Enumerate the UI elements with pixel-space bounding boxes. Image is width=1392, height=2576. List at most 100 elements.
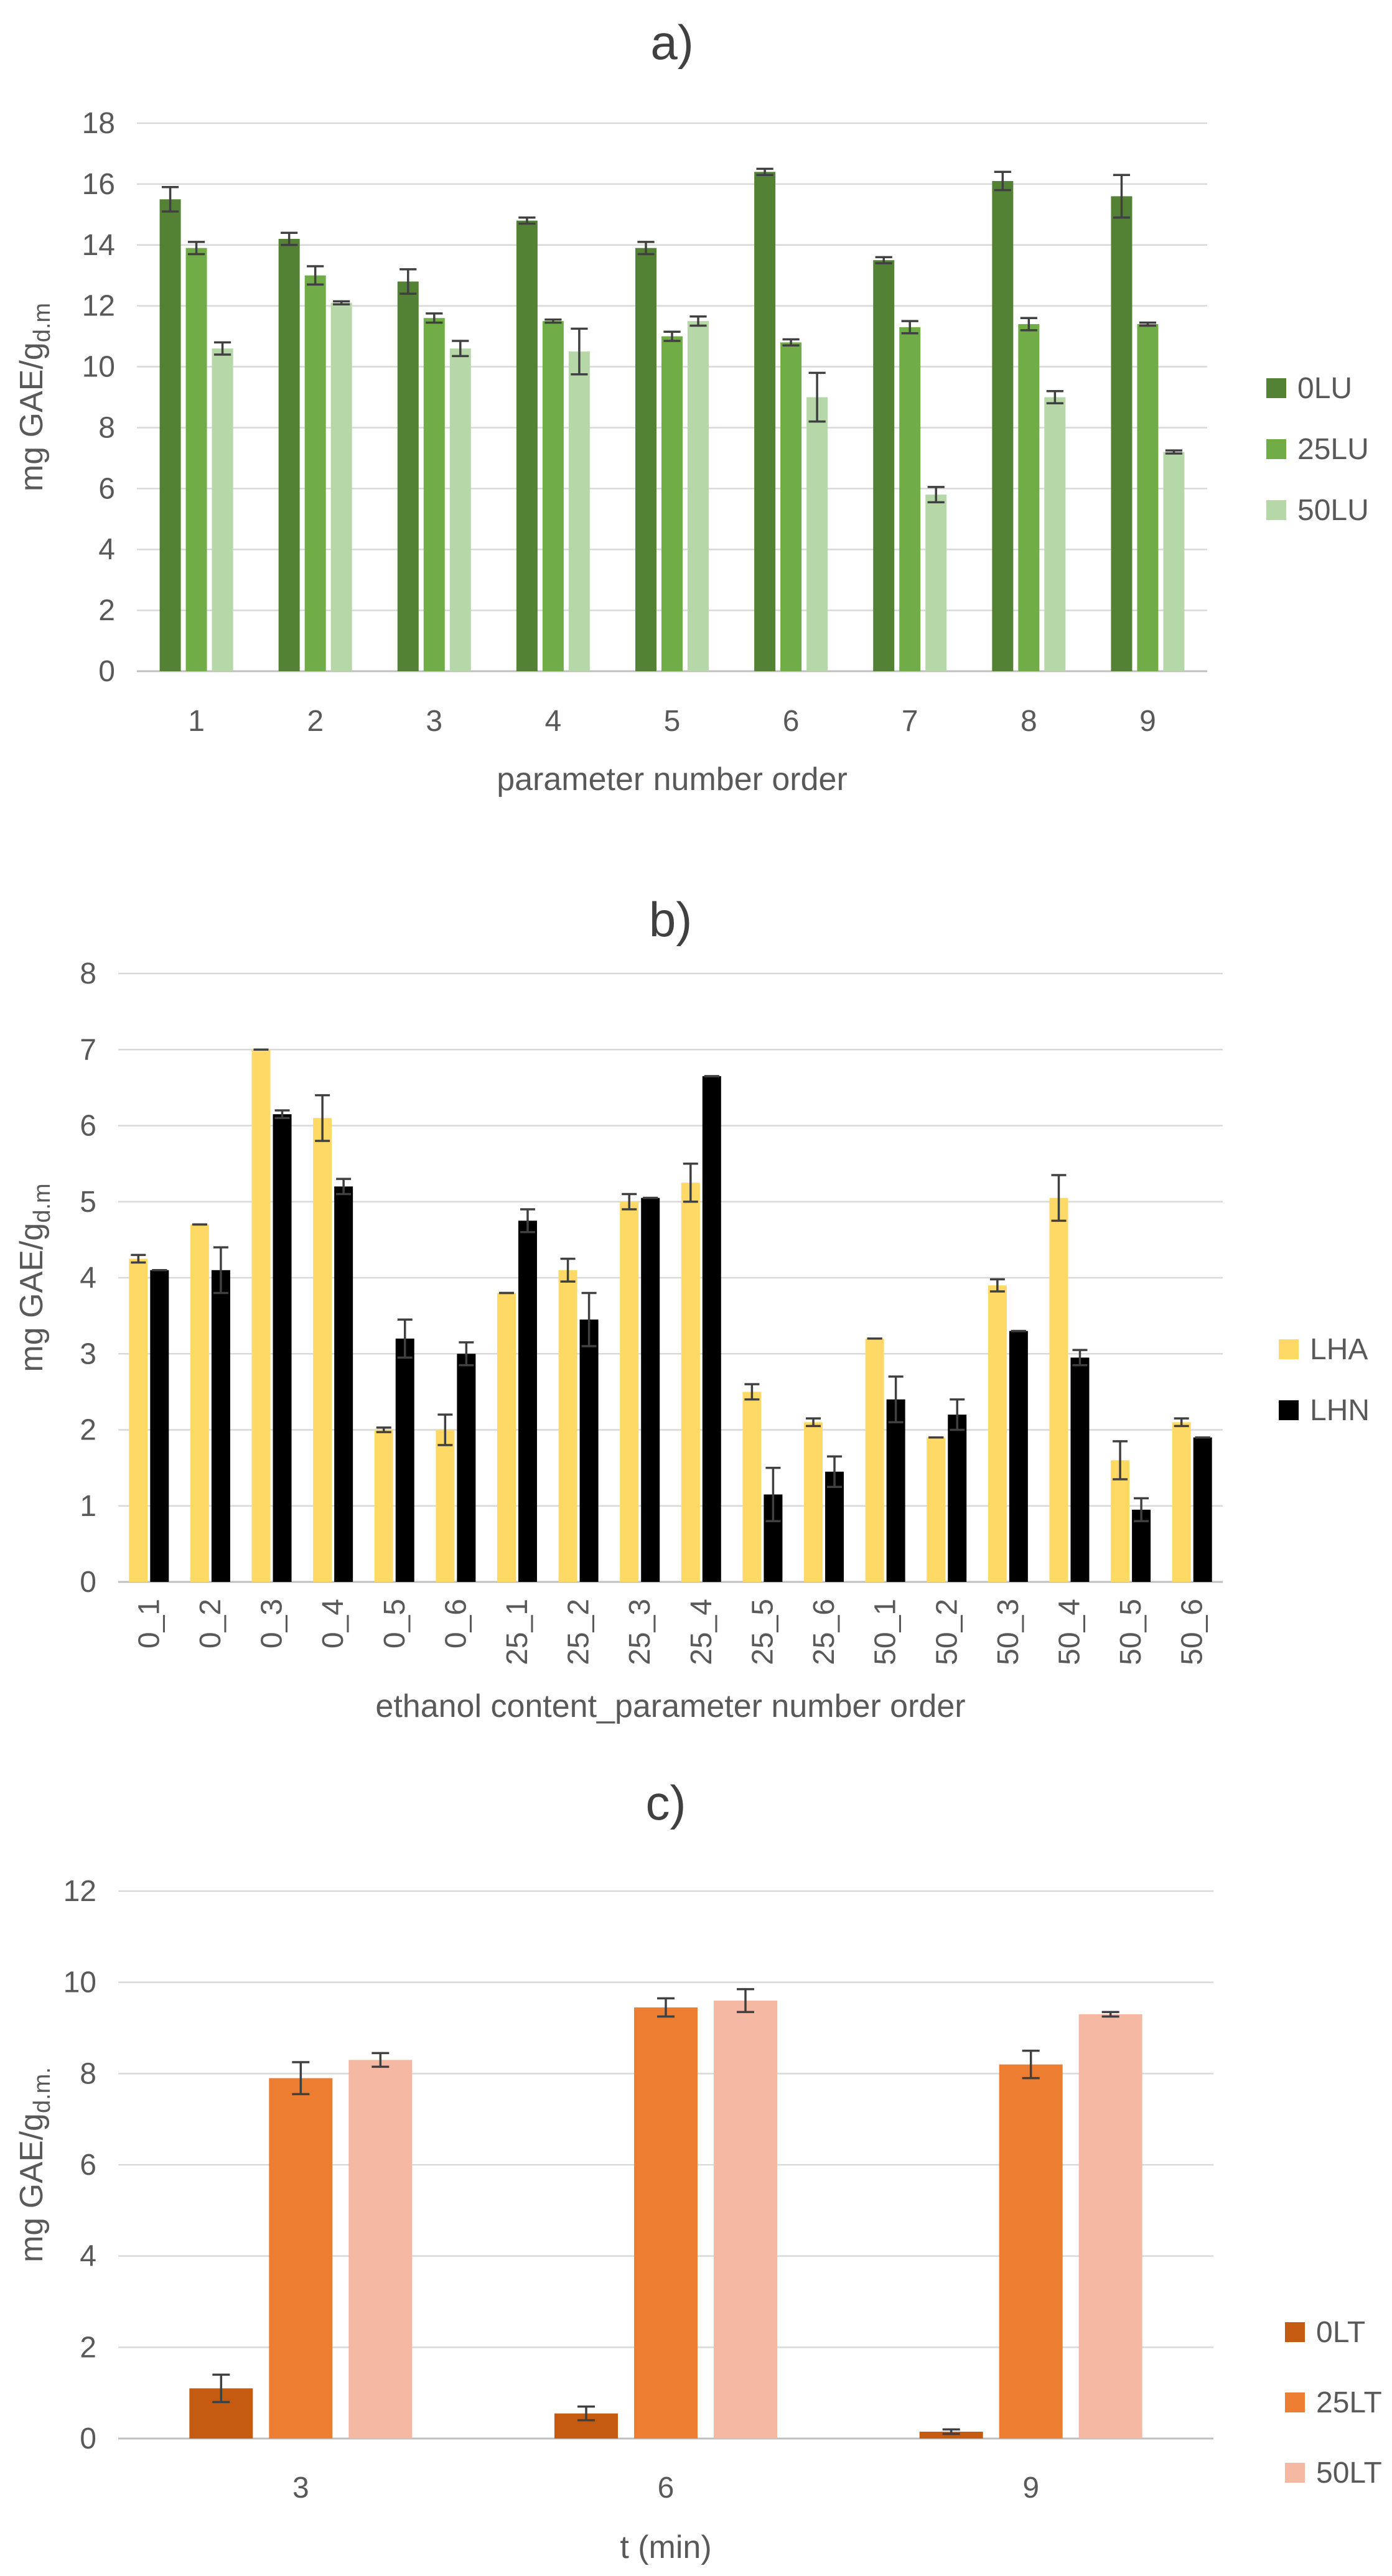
bar-LHN-0_3 [273, 1114, 292, 1582]
bar-LHA-25_4 [681, 1183, 700, 1582]
y-axis-title-subscript: d.m. [29, 2067, 55, 2113]
y-tick-label: 2 [80, 2331, 96, 2364]
bar-0LU-5 [635, 248, 656, 671]
x-tick-label: 0_6 [439, 1599, 472, 1648]
x-tick-label: 0_5 [378, 1599, 411, 1648]
y-axis-title-subscript: d.m [29, 1183, 55, 1222]
bar-LHA-0_2 [190, 1224, 209, 1582]
legend-label-25LT: 25LT [1316, 2386, 1382, 2419]
bar-LHN-0_4 [334, 1186, 353, 1582]
bar-LHN-25_3 [641, 1197, 660, 1582]
bar-LHN-50_3 [1009, 1331, 1028, 1582]
bar-LHA-50_3 [988, 1285, 1007, 1582]
bar-LHN-25_2 [579, 1319, 599, 1582]
y-tick-label: 6 [80, 2149, 96, 2182]
bar-0LU-6 [754, 172, 776, 671]
bar-LHA-50_5 [1111, 1460, 1130, 1582]
bar-25LU-7 [899, 327, 921, 671]
x-axis-title: ethanol content_parameter number order [375, 1688, 965, 1724]
x-axis-title: parameter number order [497, 761, 848, 797]
x-tick-label: 25_2 [563, 1599, 596, 1665]
x-tick-label: 2 [307, 705, 324, 738]
y-tick-label: 6 [80, 1110, 96, 1143]
bar-LHA-50_6 [1172, 1422, 1191, 1582]
bar-50LT-6 [714, 2001, 777, 2439]
x-tick-label: 50_1 [869, 1599, 902, 1665]
x-tick-label: 6 [783, 705, 800, 738]
y-axis-title: mg GAE/gd.m [14, 303, 55, 491]
x-tick-label: 9 [1022, 2471, 1039, 2504]
x-tick-label: 6 [658, 2471, 675, 2504]
y-tick-label: 8 [80, 957, 96, 990]
x-tick-label: 3 [292, 2471, 309, 2504]
x-tick-label: 50_6 [1176, 1599, 1209, 1665]
bar-25LU-9 [1137, 324, 1159, 671]
x-tick-label: 5 [664, 705, 681, 738]
y-axis-title: mg GAE/gd.m [14, 1183, 55, 1372]
bar-LHA-0_1 [129, 1258, 148, 1582]
y-tick-label: 1 [80, 1490, 96, 1523]
legend-swatch-0LT [1285, 2322, 1305, 2342]
bar-50LU-6 [806, 397, 828, 671]
y-tick-label: 0 [80, 2422, 96, 2455]
legend-swatch-50LT [1285, 2463, 1305, 2483]
legend-label-25LU: 25LU [1297, 433, 1369, 466]
y-tick-label: 2 [98, 594, 115, 627]
chart-title: c) [646, 1775, 686, 1830]
bar-50LU-4 [568, 351, 590, 671]
y-tick-label: 12 [82, 290, 115, 323]
bar-LHN-25_4 [702, 1076, 721, 1582]
y-axis-title: mg GAE/gd.m. [14, 2067, 55, 2262]
bar-LHA-25_6 [804, 1422, 823, 1582]
y-tick-label: 10 [82, 351, 115, 384]
y-tick-label: 7 [80, 1033, 96, 1066]
bar-LHN-50_1 [886, 1399, 905, 1582]
bar-50LT-3 [348, 2060, 413, 2439]
x-tick-label: 9 [1139, 705, 1156, 738]
bar-LHN-50_6 [1193, 1437, 1212, 1582]
bar-0LU-3 [397, 281, 419, 671]
bar-25LU-5 [661, 336, 683, 671]
x-axis-title: t (min) [620, 2529, 711, 2565]
y-tick-label: 3 [80, 1337, 96, 1370]
bar-LHA-50_2 [927, 1437, 946, 1582]
y-tick-label: 6 [98, 472, 115, 505]
bar-50LU-9 [1163, 452, 1185, 671]
y-tick-label: 2 [80, 1414, 96, 1447]
bar-50LU-8 [1044, 397, 1066, 671]
x-tick-label: 25_4 [685, 1599, 718, 1665]
x-tick-label: 25_5 [746, 1599, 779, 1665]
x-tick-label: 50_2 [930, 1599, 963, 1665]
y-axis-title-main: mg GAE/g [14, 1223, 50, 1372]
bar-0LT-9 [919, 2432, 983, 2439]
bar-0LU-2 [278, 238, 300, 671]
bar-25LU-2 [304, 275, 326, 671]
legend-label-0LU: 0LU [1297, 372, 1352, 405]
legend-swatch-25LU [1266, 439, 1286, 459]
x-tick-label: 0_2 [194, 1599, 227, 1648]
y-tick-label: 12 [63, 1875, 96, 1908]
bar-0LU-7 [873, 260, 895, 671]
legend-swatch-25LT [1285, 2392, 1305, 2412]
y-axis-title-subscript: d.m [29, 303, 55, 342]
bar-50LU-5 [688, 321, 709, 671]
bar-50LU-7 [925, 495, 947, 671]
bar-25LT-3 [269, 2078, 333, 2439]
x-tick-label: 7 [902, 705, 918, 738]
bar-LHN-0_2 [211, 1270, 230, 1582]
legend-swatch-LHA [1279, 1339, 1299, 1359]
bar-LHN-0_6 [457, 1354, 476, 1582]
y-tick-label: 4 [80, 2240, 96, 2273]
bar-50LU-2 [330, 302, 352, 671]
bar-LHA-25_3 [620, 1201, 639, 1582]
x-tick-label: 50_3 [992, 1599, 1025, 1665]
y-tick-label: 0 [80, 1566, 96, 1599]
bar-LHN-0_5 [395, 1338, 414, 1582]
chart-panel-c: c) 0 2 4 6 8 10 12 mg GAE/gd.m. 3 6 9 t (min) 0LT 25LT… [14, 1775, 1382, 2565]
bar-LHN-50_2 [948, 1415, 967, 1582]
bar-25LU-3 [423, 318, 445, 671]
x-tick-label: 25_6 [808, 1599, 841, 1665]
bar-25LT-6 [634, 2007, 698, 2439]
